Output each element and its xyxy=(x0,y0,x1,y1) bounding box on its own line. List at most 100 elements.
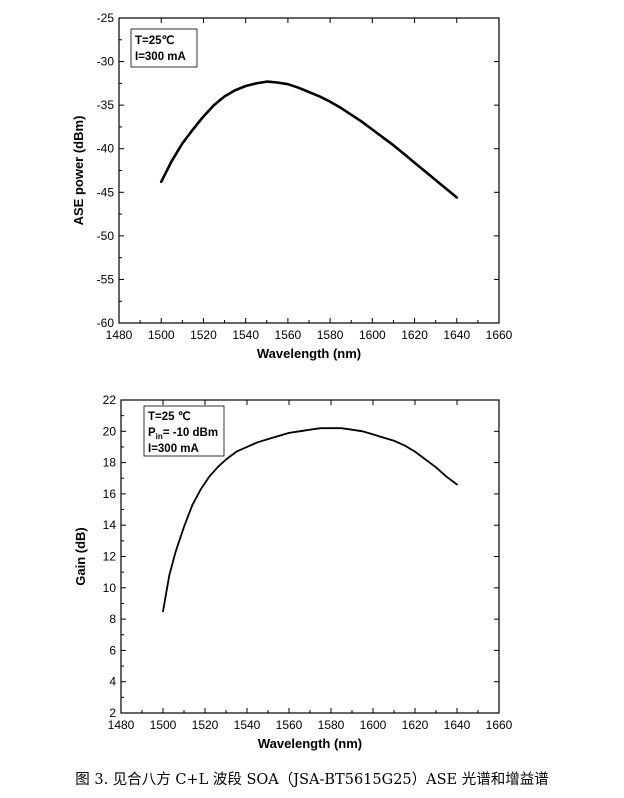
data-point xyxy=(361,121,363,123)
y-tick-label: 14 xyxy=(103,518,117,532)
annotation-power-symbol: P xyxy=(148,427,156,439)
y-tick-label: 12 xyxy=(103,550,117,564)
x-tick-label: 1660 xyxy=(486,328,513,342)
x-tick-label: 1600 xyxy=(360,718,387,732)
data-point xyxy=(403,153,405,155)
y-tick-label: 10 xyxy=(103,581,117,595)
y-tick-label: 6 xyxy=(109,643,116,657)
data-point xyxy=(393,440,395,442)
data-point xyxy=(245,85,247,87)
y-tick-label: 20 xyxy=(103,424,117,438)
data-point xyxy=(456,196,458,199)
y-tick-label: -30 xyxy=(97,55,115,69)
x-tick-label: 1520 xyxy=(192,718,219,732)
y-tick-label: -35 xyxy=(97,98,115,112)
data-point xyxy=(287,83,289,85)
x-tick-label: 1520 xyxy=(190,328,217,342)
x-tick-label: 1660 xyxy=(486,718,513,732)
x-tick-label: 1620 xyxy=(401,328,428,342)
data-point xyxy=(234,89,236,91)
x-tick-label: 1480 xyxy=(108,718,135,732)
y-tick-label: 16 xyxy=(103,487,117,501)
annotation-text: T=25℃ xyxy=(135,34,175,47)
annotation-box xyxy=(143,405,225,457)
x-tick-label: 1560 xyxy=(276,718,303,732)
annotation-power-value: = -10 dBm xyxy=(163,427,218,439)
x-tick-label: 1580 xyxy=(318,718,345,732)
data-point xyxy=(340,427,343,429)
data-point xyxy=(298,430,301,432)
data-point xyxy=(403,444,406,446)
data-point xyxy=(340,107,342,109)
y-tick-label: -45 xyxy=(97,185,115,199)
data-point xyxy=(435,466,437,468)
data-point xyxy=(267,438,269,440)
data-point xyxy=(191,504,193,506)
data-point xyxy=(329,101,331,103)
data-point xyxy=(175,551,177,553)
data-point xyxy=(392,144,395,146)
data-point xyxy=(308,91,310,93)
data-point xyxy=(318,95,321,98)
y-tick-label: -55 xyxy=(97,272,115,286)
data-point xyxy=(445,476,448,478)
data-point xyxy=(424,458,427,461)
annotation-current: I=300 mA xyxy=(148,443,199,455)
data-point xyxy=(168,574,170,576)
data-point xyxy=(208,476,210,478)
gain-chart: 1480 1500 1520 1540 1560 1580 1600 1620 1640 1660… xyxy=(73,393,513,751)
x-tick-label: 1500 xyxy=(150,718,177,732)
x-tick-label: 1560 xyxy=(275,328,302,342)
data-point xyxy=(183,526,185,528)
annotation-power-subscript: in xyxy=(156,432,163,441)
data-point xyxy=(372,433,374,436)
x-tick-label: 1600 xyxy=(359,328,386,342)
data-point xyxy=(319,427,322,429)
y-tick-label: -40 xyxy=(97,142,115,156)
figure-caption: 图 3. 见合八方 C+L 波段 SOA（JSA-BT5615G25）ASE 光… xyxy=(75,772,549,788)
data-point xyxy=(235,451,238,453)
y-tick-label: -60 xyxy=(97,316,115,330)
data-point xyxy=(414,451,416,453)
y-tick-label: 22 xyxy=(103,393,117,407)
data-point xyxy=(350,114,352,116)
data-point xyxy=(309,429,311,431)
y-tick-label: 18 xyxy=(103,456,117,470)
data-point xyxy=(445,188,447,190)
data-point xyxy=(256,441,259,443)
data-point xyxy=(276,81,278,84)
data-point xyxy=(202,115,205,118)
y-tick-label: 8 xyxy=(109,612,116,626)
data-point xyxy=(330,427,332,429)
data-point xyxy=(213,104,215,106)
data-point xyxy=(288,432,290,434)
y-axis-label: Gain (dB) xyxy=(73,527,88,586)
annotation-temperature: T=25 ℃ xyxy=(148,410,191,423)
y-tick-label: -50 xyxy=(97,229,115,243)
data-point xyxy=(371,128,373,131)
data-point xyxy=(181,142,183,145)
data-point xyxy=(382,436,385,439)
data-point xyxy=(382,136,384,138)
x-tick-label: 1540 xyxy=(234,718,261,732)
x-tick-label: 1500 xyxy=(148,328,175,342)
ase-power-chart: 1480 1500 1520 1540 1560 1580 1600 1620 1640 1660… xyxy=(71,11,513,361)
data-point xyxy=(225,458,227,461)
x-tick-label: 1480 xyxy=(106,328,133,342)
data-point xyxy=(351,429,353,431)
data-point xyxy=(200,488,202,490)
data-line xyxy=(159,80,459,199)
x-axis-label: Wavelength (nm) xyxy=(258,736,362,751)
y-tick-label: 4 xyxy=(109,675,116,689)
x-tick-label: 1640 xyxy=(443,328,470,342)
data-point xyxy=(277,435,280,437)
data-point xyxy=(192,128,194,131)
annotation-power: Pin= -10 dBm xyxy=(148,427,218,441)
annotation-box xyxy=(130,28,198,68)
data-point xyxy=(246,446,248,448)
data-point xyxy=(162,610,164,612)
data-point xyxy=(456,483,458,486)
x-axis-label: Wavelength (nm) xyxy=(257,346,361,361)
data-point xyxy=(297,87,300,89)
